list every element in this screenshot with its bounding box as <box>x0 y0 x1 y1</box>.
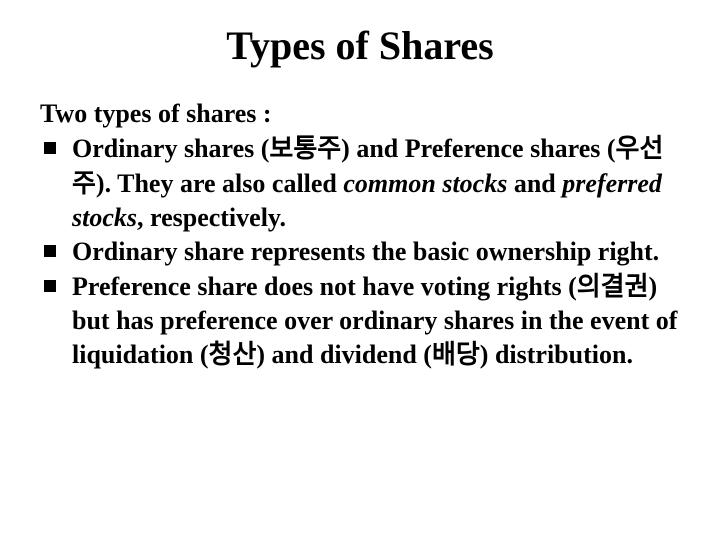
text-run: and <box>507 169 562 198</box>
bullet-list: Ordinary shares (보통주) and Preference sha… <box>40 132 680 372</box>
page-title: Types of Shares <box>40 22 680 69</box>
list-item: Preference share does not have voting ri… <box>40 270 680 373</box>
list-item: Ordinary shares (보통주) and Preference sha… <box>40 132 680 235</box>
text-run: common stocks <box>343 169 507 198</box>
list-item: Ordinary share represents the basic owne… <box>40 235 680 269</box>
text-run: Preference share does not have voting ri… <box>72 272 677 370</box>
text-run: , respectively. <box>137 203 286 232</box>
intro-text: Two types of shares : <box>40 97 680 130</box>
text-run: Ordinary share represents the basic owne… <box>72 237 659 266</box>
